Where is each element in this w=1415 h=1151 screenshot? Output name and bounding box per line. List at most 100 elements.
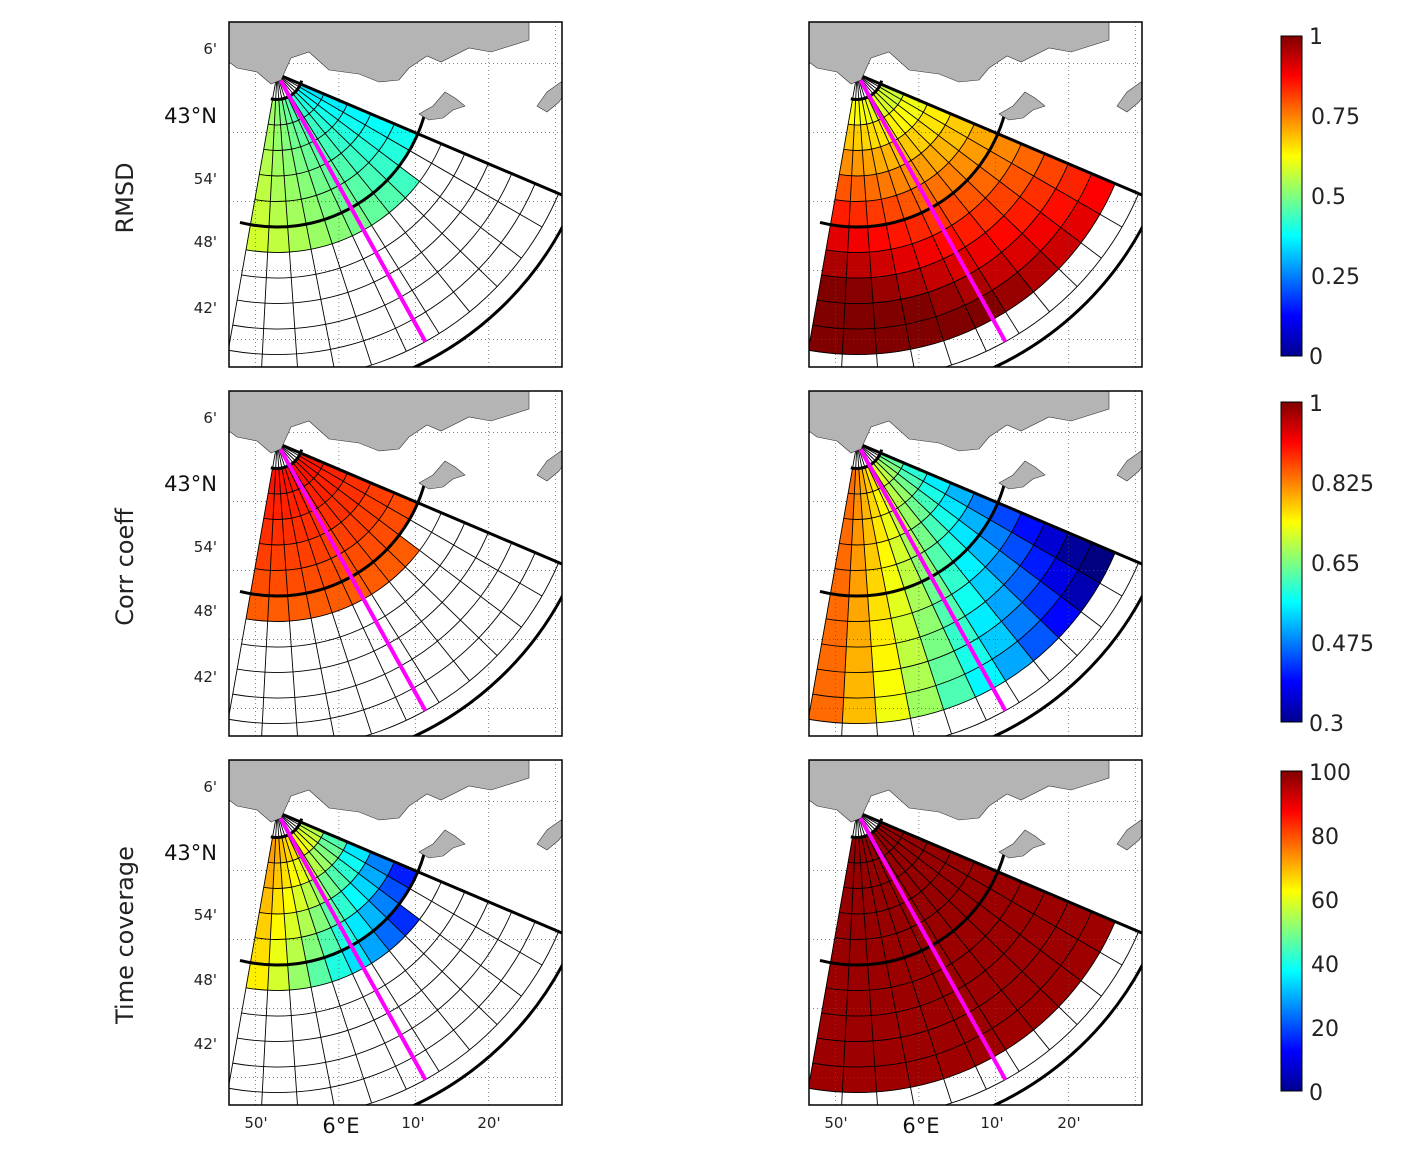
range-ring: [237, 901, 489, 1042]
data-cell: [847, 964, 870, 991]
data-cell: [843, 302, 876, 330]
lon-tick: 50': [824, 1114, 847, 1132]
lat-tick: 48': [194, 971, 217, 989]
island: [1116, 819, 1142, 851]
lat-ticks-row1: 6' 43°N 54' 48' 42': [164, 40, 217, 317]
colorbar-coverage: 100 80 60 40 20 0: [1280, 761, 1351, 1106]
coastline-land: [809, 760, 1110, 823]
data-cell: [850, 544, 867, 571]
thick-ring: [239, 851, 427, 967]
data-cell: [842, 697, 877, 724]
lat-ticks-row3: 6' 43°N 54' 48' 42': [164, 778, 217, 1053]
data-cell: [843, 1040, 876, 1068]
lat-tick: 42': [194, 668, 217, 686]
data-cell: [846, 251, 872, 279]
colorbar-corr: 1 0.825 0.65 0.475 0.3: [1280, 392, 1374, 737]
range-ring: [363, 562, 560, 736]
lat-tick: 54': [194, 538, 217, 556]
colorbar-gradient: [1280, 35, 1303, 357]
data-cell: [850, 913, 867, 940]
coverage-edge: [276, 72, 562, 197]
range-ring: [812, 542, 1093, 699]
ylabel-rmsd: RMSD: [111, 162, 139, 233]
colorbar-tick: 0: [1309, 345, 1323, 370]
panel-frame: [808, 21, 1143, 368]
data-cell: [268, 200, 288, 228]
colorbar-tick: 40: [1311, 953, 1339, 978]
data-cell: [872, 667, 907, 698]
data-cell: [268, 938, 288, 966]
thick-ring: [239, 482, 427, 598]
lon-tick: 10': [980, 1114, 1003, 1132]
panel-frame: [228, 759, 563, 1106]
range-ring: [229, 552, 536, 724]
data-cell: [267, 226, 290, 253]
island: [998, 829, 1046, 859]
data-cell: [848, 200, 868, 228]
lon-tick: 6°E: [902, 1114, 939, 1138]
range-ring: [229, 921, 536, 1093]
island: [536, 81, 562, 113]
lat-tick: 43°N: [164, 104, 217, 128]
data-cell: [842, 1066, 877, 1093]
map-panel-right-rmsd: [808, 21, 1143, 368]
coverage-edge: [856, 810, 1142, 935]
range-ring: [809, 552, 1116, 724]
range-ring: [232, 911, 513, 1068]
coastline-land: [809, 391, 1110, 454]
colorbar-tick: 60: [1311, 889, 1339, 914]
lon-tick: 50': [244, 1114, 267, 1132]
lon-tick: 20': [477, 1114, 500, 1132]
range-ring: [809, 183, 1116, 355]
map-panel-left-rmsd: [228, 21, 563, 368]
ylabel-corr: Corr coeff: [111, 508, 139, 626]
range-ring: [943, 562, 1140, 736]
lat-tick: 6': [203, 40, 217, 58]
panel-content: [229, 22, 562, 367]
coverage-edge: [276, 810, 562, 935]
island: [1116, 450, 1142, 482]
range-ring: [363, 931, 560, 1105]
data-cell: [848, 569, 868, 597]
data-cell: [270, 913, 287, 940]
range-ring: [812, 911, 1093, 1068]
island: [998, 460, 1046, 490]
range-ring: [237, 163, 489, 304]
lon-ticks-left: 50' 6°E 10' 20': [244, 1114, 500, 1138]
lat-tick: 42': [194, 1035, 217, 1053]
data-cell: [268, 569, 288, 597]
colorbar-tick: 0: [1309, 1081, 1323, 1106]
data-cell: [812, 1037, 846, 1067]
colorbar-tick: 0.475: [1311, 632, 1374, 657]
range-ring: [817, 901, 1069, 1042]
data-cell: [847, 226, 870, 253]
panel-content: [809, 760, 1142, 1105]
lat-tick: 48': [194, 602, 217, 620]
coverage-edge: [856, 72, 1142, 197]
range-ring: [817, 163, 1069, 304]
data-cell: [270, 544, 287, 571]
transect-line: [275, 442, 428, 712]
data-cell: [846, 989, 872, 1017]
colorbar-tick: 0.65: [1311, 552, 1360, 577]
panel-content: [809, 22, 1142, 367]
map-panel-right-corr-coeff: [808, 390, 1143, 737]
colorbar-tick: 0.5: [1311, 185, 1346, 210]
map-panels: [228, 21, 1143, 1106]
range-ring: [363, 193, 560, 367]
panel-frame: [228, 390, 563, 737]
map-panel-left-corr-coeff: [228, 390, 563, 737]
ylabel-coverage: Time coverage: [111, 846, 139, 1025]
colorbar-tick: 100: [1309, 761, 1351, 786]
island: [998, 91, 1046, 121]
colorbar-rmsd: 1 0.75 0.5 0.25 0: [1280, 25, 1360, 370]
data-cell: [842, 328, 877, 355]
data-cell: [270, 175, 287, 202]
range-ring: [232, 173, 513, 330]
coastline-land: [809, 22, 1110, 85]
lon-tick: 20': [1057, 1114, 1080, 1132]
lat-tick: 6': [203, 778, 217, 796]
panel-content: [229, 760, 562, 1105]
panel-frame: [228, 21, 563, 368]
